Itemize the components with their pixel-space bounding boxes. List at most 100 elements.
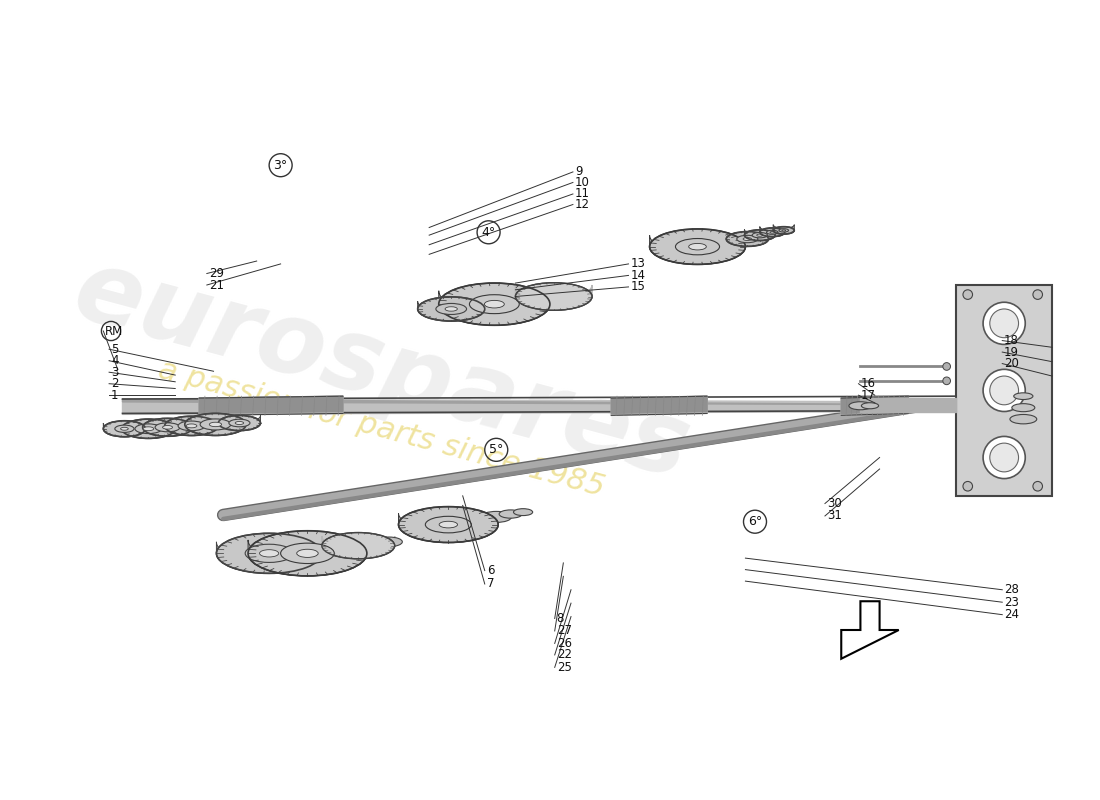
- Polygon shape: [122, 399, 956, 405]
- Text: 21: 21: [209, 278, 223, 291]
- Ellipse shape: [297, 550, 318, 558]
- Polygon shape: [322, 536, 395, 558]
- Polygon shape: [185, 417, 246, 435]
- Circle shape: [983, 437, 1025, 478]
- Circle shape: [962, 290, 972, 299]
- Text: 17: 17: [860, 389, 876, 402]
- Ellipse shape: [103, 421, 145, 437]
- Ellipse shape: [235, 422, 243, 425]
- Text: 19: 19: [1004, 346, 1020, 358]
- Ellipse shape: [737, 235, 758, 242]
- Text: 28: 28: [1004, 583, 1019, 596]
- Ellipse shape: [280, 543, 334, 563]
- Text: 26: 26: [557, 637, 572, 650]
- Text: RM: RM: [106, 325, 123, 338]
- Polygon shape: [956, 285, 1052, 496]
- Polygon shape: [842, 396, 909, 414]
- Ellipse shape: [165, 416, 218, 435]
- Ellipse shape: [782, 230, 785, 231]
- Text: 10: 10: [575, 176, 590, 189]
- Polygon shape: [439, 290, 550, 326]
- Ellipse shape: [779, 229, 789, 232]
- Ellipse shape: [744, 238, 751, 241]
- Ellipse shape: [185, 414, 246, 435]
- Polygon shape: [122, 399, 956, 414]
- Ellipse shape: [767, 230, 778, 234]
- Ellipse shape: [143, 418, 192, 436]
- Text: a passion for parts since 1985: a passion for parts since 1985: [155, 355, 607, 502]
- Circle shape: [990, 309, 1019, 338]
- Ellipse shape: [186, 424, 197, 428]
- Text: 13: 13: [630, 258, 646, 270]
- Polygon shape: [398, 513, 498, 542]
- Ellipse shape: [245, 544, 293, 562]
- Polygon shape: [612, 396, 707, 414]
- Ellipse shape: [861, 402, 879, 409]
- Text: 31: 31: [827, 510, 842, 522]
- Circle shape: [1033, 482, 1043, 491]
- Ellipse shape: [229, 419, 250, 426]
- Ellipse shape: [121, 427, 129, 430]
- Ellipse shape: [375, 537, 403, 546]
- Text: 6°: 6°: [748, 515, 762, 528]
- Ellipse shape: [1012, 404, 1035, 412]
- Ellipse shape: [1010, 414, 1037, 424]
- Polygon shape: [165, 418, 218, 435]
- Circle shape: [943, 377, 950, 385]
- Ellipse shape: [770, 231, 774, 233]
- Polygon shape: [103, 423, 145, 437]
- Circle shape: [983, 370, 1025, 411]
- Ellipse shape: [114, 425, 134, 432]
- Ellipse shape: [436, 303, 466, 314]
- Polygon shape: [418, 302, 485, 321]
- Polygon shape: [199, 396, 343, 415]
- Text: 3: 3: [111, 366, 119, 378]
- Polygon shape: [760, 226, 784, 237]
- Ellipse shape: [650, 229, 746, 264]
- Ellipse shape: [217, 534, 322, 574]
- Polygon shape: [726, 234, 769, 246]
- Polygon shape: [842, 602, 899, 658]
- Ellipse shape: [143, 427, 154, 430]
- Ellipse shape: [484, 300, 504, 308]
- Ellipse shape: [218, 415, 261, 430]
- Ellipse shape: [1014, 393, 1033, 399]
- Text: 29: 29: [209, 267, 223, 280]
- Ellipse shape: [689, 243, 706, 250]
- Ellipse shape: [322, 533, 395, 558]
- Polygon shape: [199, 396, 343, 414]
- Text: 1: 1: [111, 389, 119, 402]
- Ellipse shape: [675, 238, 719, 255]
- Circle shape: [990, 443, 1019, 472]
- Circle shape: [943, 362, 950, 370]
- Ellipse shape: [209, 422, 221, 426]
- Text: 22: 22: [557, 649, 572, 662]
- Text: 16: 16: [860, 378, 876, 390]
- Ellipse shape: [446, 306, 458, 311]
- Polygon shape: [860, 398, 956, 413]
- Ellipse shape: [135, 424, 162, 434]
- Ellipse shape: [773, 226, 794, 234]
- Ellipse shape: [757, 234, 763, 236]
- Text: 5: 5: [111, 342, 119, 356]
- Ellipse shape: [260, 550, 278, 557]
- Text: 25: 25: [557, 661, 572, 674]
- Text: 11: 11: [575, 187, 590, 201]
- Ellipse shape: [200, 419, 231, 430]
- Ellipse shape: [849, 402, 872, 410]
- Text: 2: 2: [111, 378, 119, 390]
- Text: 18: 18: [1004, 334, 1019, 347]
- Ellipse shape: [439, 283, 550, 326]
- Ellipse shape: [752, 233, 768, 238]
- Polygon shape: [842, 396, 909, 415]
- Text: 27: 27: [557, 625, 572, 638]
- Text: 30: 30: [827, 497, 842, 510]
- Polygon shape: [143, 420, 192, 436]
- Text: 7: 7: [486, 578, 494, 590]
- Ellipse shape: [155, 423, 180, 432]
- Ellipse shape: [121, 419, 175, 438]
- Polygon shape: [650, 235, 746, 264]
- Polygon shape: [745, 230, 776, 241]
- Ellipse shape: [248, 530, 367, 576]
- Text: 20: 20: [1004, 357, 1019, 370]
